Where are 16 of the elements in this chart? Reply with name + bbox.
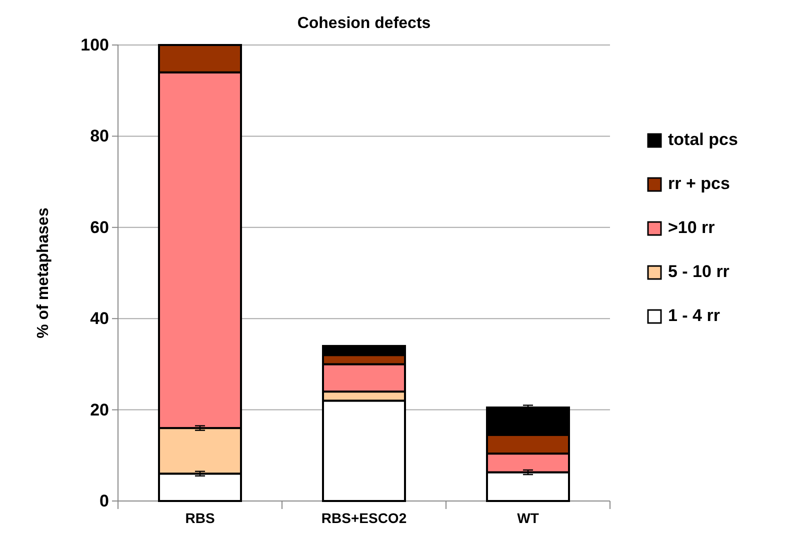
legend-label: 5 - 10 rr [668, 262, 730, 281]
y-tick-label: 100 [80, 35, 109, 54]
y-tick-label: 0 [100, 491, 109, 510]
y-tick-label: 80 [90, 126, 109, 146]
legend-label: >10 rr [668, 218, 716, 237]
y-tick-label: 60 [90, 218, 109, 237]
legend-label: 1 - 4 rr [668, 306, 720, 325]
legend-label: total pcs [668, 130, 738, 149]
x-tick-label: RBS [185, 510, 215, 526]
x-tick-label: RBS+ESCO2 [321, 510, 407, 526]
y-tick-label: 20 [90, 400, 109, 420]
y-tick-label: 40 [90, 309, 109, 328]
x-tick-label: WT [517, 510, 540, 526]
chart-title: Cohesion defects [297, 15, 431, 32]
legend-label: rr + pcs [668, 174, 730, 193]
y-axis-title: % of metaphases [35, 208, 52, 338]
